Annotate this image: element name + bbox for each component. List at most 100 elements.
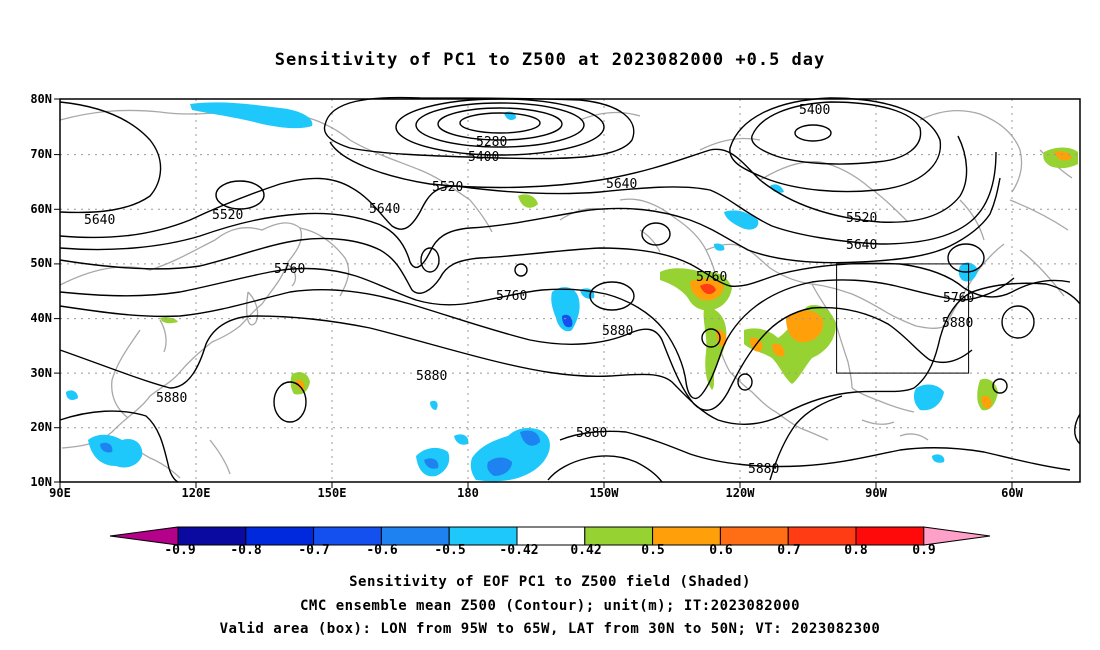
contour-closed [947, 243, 985, 273]
contour-5820 [59, 288, 973, 411]
contour-5400-east [751, 101, 922, 165]
contour-label: 5280 [476, 135, 507, 150]
contour-5280-inner [459, 112, 541, 134]
contour-label: 5640 [369, 202, 400, 217]
contour-label: 5760 [696, 270, 727, 285]
colorbar-label: 0.9 [912, 543, 936, 558]
lon-label-60w: 60W [1001, 486, 1023, 500]
axis-ticks [54, 98, 1013, 488]
colorbar-label: 0.6 [709, 543, 733, 558]
contour-labels: 5280 5400 5400 5520 5520 5520 5640 5640 … [84, 103, 974, 477]
shade-blob [551, 287, 580, 332]
shade-blob [724, 210, 759, 230]
shade-blob [770, 184, 784, 193]
map-frame [59, 98, 1081, 483]
contour-5400b [794, 124, 832, 142]
lat-label-60n: 60N [30, 202, 52, 216]
contour-label: 5760 [274, 262, 305, 277]
contour-closed [589, 281, 635, 311]
chart-title: Sensitivity of PC1 to Z500 at 2023082000… [274, 50, 826, 70]
shade-blob [714, 243, 725, 251]
contour-label: 5640 [606, 177, 637, 192]
grid-lines [60, 99, 1080, 482]
colorbar-label: -0.6 [366, 543, 398, 558]
contour-5700 [59, 237, 1071, 298]
shade-blob [160, 317, 178, 324]
contour-label: 5640 [846, 238, 877, 253]
contour-5880-south [59, 410, 179, 483]
caption-shading: Sensitivity of EOF PC1 to Z500 field (Sh… [349, 574, 751, 590]
lon-label-90w: 90W [865, 486, 887, 500]
shade-blob [932, 454, 945, 463]
shade-blob [981, 395, 992, 409]
shade-blob [424, 458, 439, 469]
shade-blob [190, 102, 313, 129]
lat-label-30n: 30N [30, 366, 52, 380]
shade-blob [100, 442, 113, 453]
contour-closed [641, 222, 671, 246]
contour-5400-loop [323, 96, 635, 160]
contour-label: 5400 [799, 103, 830, 118]
contour-closed [215, 180, 265, 210]
lon-label-120w: 120W [725, 486, 755, 500]
contour-closed [514, 263, 528, 277]
lon-label-180: 180 [457, 486, 479, 500]
lat-label-70n: 70N [30, 147, 52, 161]
shade-blob [520, 430, 540, 446]
lat-label-80n: 80N [30, 92, 52, 106]
lon-label-150w: 150W [589, 486, 619, 500]
colorbar-label: -0.7 [298, 543, 330, 558]
contour-closed [992, 378, 1008, 394]
shade-blob [703, 307, 727, 390]
colorbar-label: 0.8 [844, 543, 868, 558]
contour-5880-south2 [559, 430, 1071, 471]
shade-blob [772, 343, 785, 357]
contour-5520-west [59, 101, 162, 214]
shade-blob [700, 283, 716, 295]
contour-5460-east [729, 97, 942, 193]
contour-label: 5880 [156, 391, 187, 406]
contour-label: 5640 [84, 213, 115, 228]
contour-5880-arc [769, 395, 843, 481]
contour-label: 5760 [496, 289, 527, 304]
contour-closed [1001, 305, 1035, 339]
colorbar-label: -0.5 [434, 543, 466, 558]
contour-label: 5880 [602, 324, 633, 339]
lon-label-150e: 150E [317, 486, 347, 500]
lat-label-20n: 20N [30, 420, 52, 434]
contour-label: 5880 [942, 316, 973, 331]
colorbar [109, 526, 991, 546]
contour-5880-main [59, 282, 1081, 425]
shade-blob [430, 400, 438, 410]
colorbar-label: -0.8 [230, 543, 262, 558]
contour-label: 5520 [846, 211, 877, 226]
contour-5880-pacific [547, 455, 663, 483]
contour-5880-east [1074, 413, 1081, 445]
shade-blob [518, 194, 538, 208]
sensitivity-shading [66, 102, 1078, 482]
contour-label: 5880 [576, 426, 607, 441]
shade-blob [562, 314, 573, 328]
contour-label: 5400 [468, 150, 499, 165]
contour-label: 5880 [748, 462, 779, 477]
contour-label: 5520 [432, 180, 463, 195]
valid-area-box [836, 263, 970, 374]
contour-closed [273, 381, 307, 423]
contour-label: 5520 [212, 208, 243, 223]
contour-5280-inner [437, 107, 563, 141]
shade-blob [296, 379, 305, 390]
contour-label: 5880 [416, 369, 447, 384]
contour-5640 [59, 177, 1001, 268]
contour-closed [701, 328, 721, 348]
lon-label-90e: 90E [49, 486, 71, 500]
shade-blob [913, 384, 944, 411]
caption-valid-area: Valid area (box): LON from 95W to 65W, L… [219, 621, 881, 637]
shade-blob [454, 434, 469, 445]
lat-label-10n: 10N [30, 475, 52, 489]
contour-label: 5760 [943, 291, 974, 306]
colorbar-label: 0.7 [777, 543, 801, 558]
caption-contour: CMC ensemble mean Z500 (Contour); unit(m… [299, 598, 800, 614]
contour-5520-mid [329, 135, 968, 223]
shade-blob [1054, 151, 1072, 161]
